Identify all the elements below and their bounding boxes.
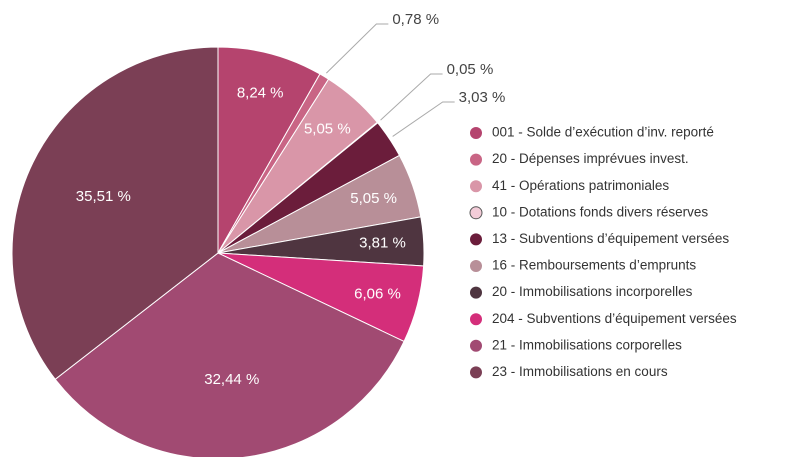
slice-label: 5,05 % bbox=[304, 121, 351, 138]
legend-swatch bbox=[470, 339, 482, 352]
legend-swatch bbox=[470, 286, 482, 299]
legend-swatch bbox=[470, 127, 482, 139]
slice-label: 0,05 % bbox=[447, 61, 494, 78]
leader-line bbox=[380, 73, 443, 121]
slice-label: 3,03 % bbox=[459, 89, 506, 106]
pie-slice bbox=[217, 46, 321, 255]
pie-slice bbox=[54, 252, 405, 457]
legend-swatch bbox=[470, 366, 482, 379]
legend-swatch bbox=[470, 233, 482, 246]
legend-label: 21 - Immobilisations corporelles bbox=[492, 337, 682, 352]
pie-slice bbox=[11, 46, 219, 380]
legend-swatch bbox=[470, 313, 482, 326]
legend-swatch bbox=[470, 153, 482, 166]
slice-label: 0,78 % bbox=[392, 11, 439, 28]
legend-label: 204 - Subventions d’équipement versées bbox=[492, 311, 737, 326]
legend-label: 20 - Dépenses imprévues invest. bbox=[492, 151, 689, 166]
legend-swatch bbox=[469, 206, 483, 220]
leader-line bbox=[392, 101, 455, 137]
legend-label: 23 - Immobilisations en cours bbox=[492, 364, 668, 379]
legend-label: 16 - Remboursements d’emprunts bbox=[492, 258, 696, 273]
slice-label: 35,51 % bbox=[76, 188, 131, 205]
legend-label: 20 - Immobilisations incorporelles bbox=[492, 284, 693, 299]
slice-label: 8,24 % bbox=[237, 85, 284, 102]
leader-line bbox=[326, 23, 389, 74]
legend-swatch bbox=[470, 260, 482, 272]
slice-label: 3,81 % bbox=[359, 235, 406, 252]
legend-label: 10 - Dotations fonds divers réserves bbox=[492, 204, 708, 219]
legend-label: 001 - Solde d’exécution d’inv. reporté bbox=[492, 125, 714, 140]
legend-swatch bbox=[470, 180, 482, 193]
slice-label: 5,05 % bbox=[350, 190, 397, 207]
legend-label: 13 - Subventions d’équipement versées bbox=[492, 231, 729, 246]
slice-label: 6,06 % bbox=[354, 285, 401, 302]
legend-label: 41 - Opérations patrimoniales bbox=[492, 178, 669, 193]
slice-label: 32,44 % bbox=[204, 371, 259, 388]
